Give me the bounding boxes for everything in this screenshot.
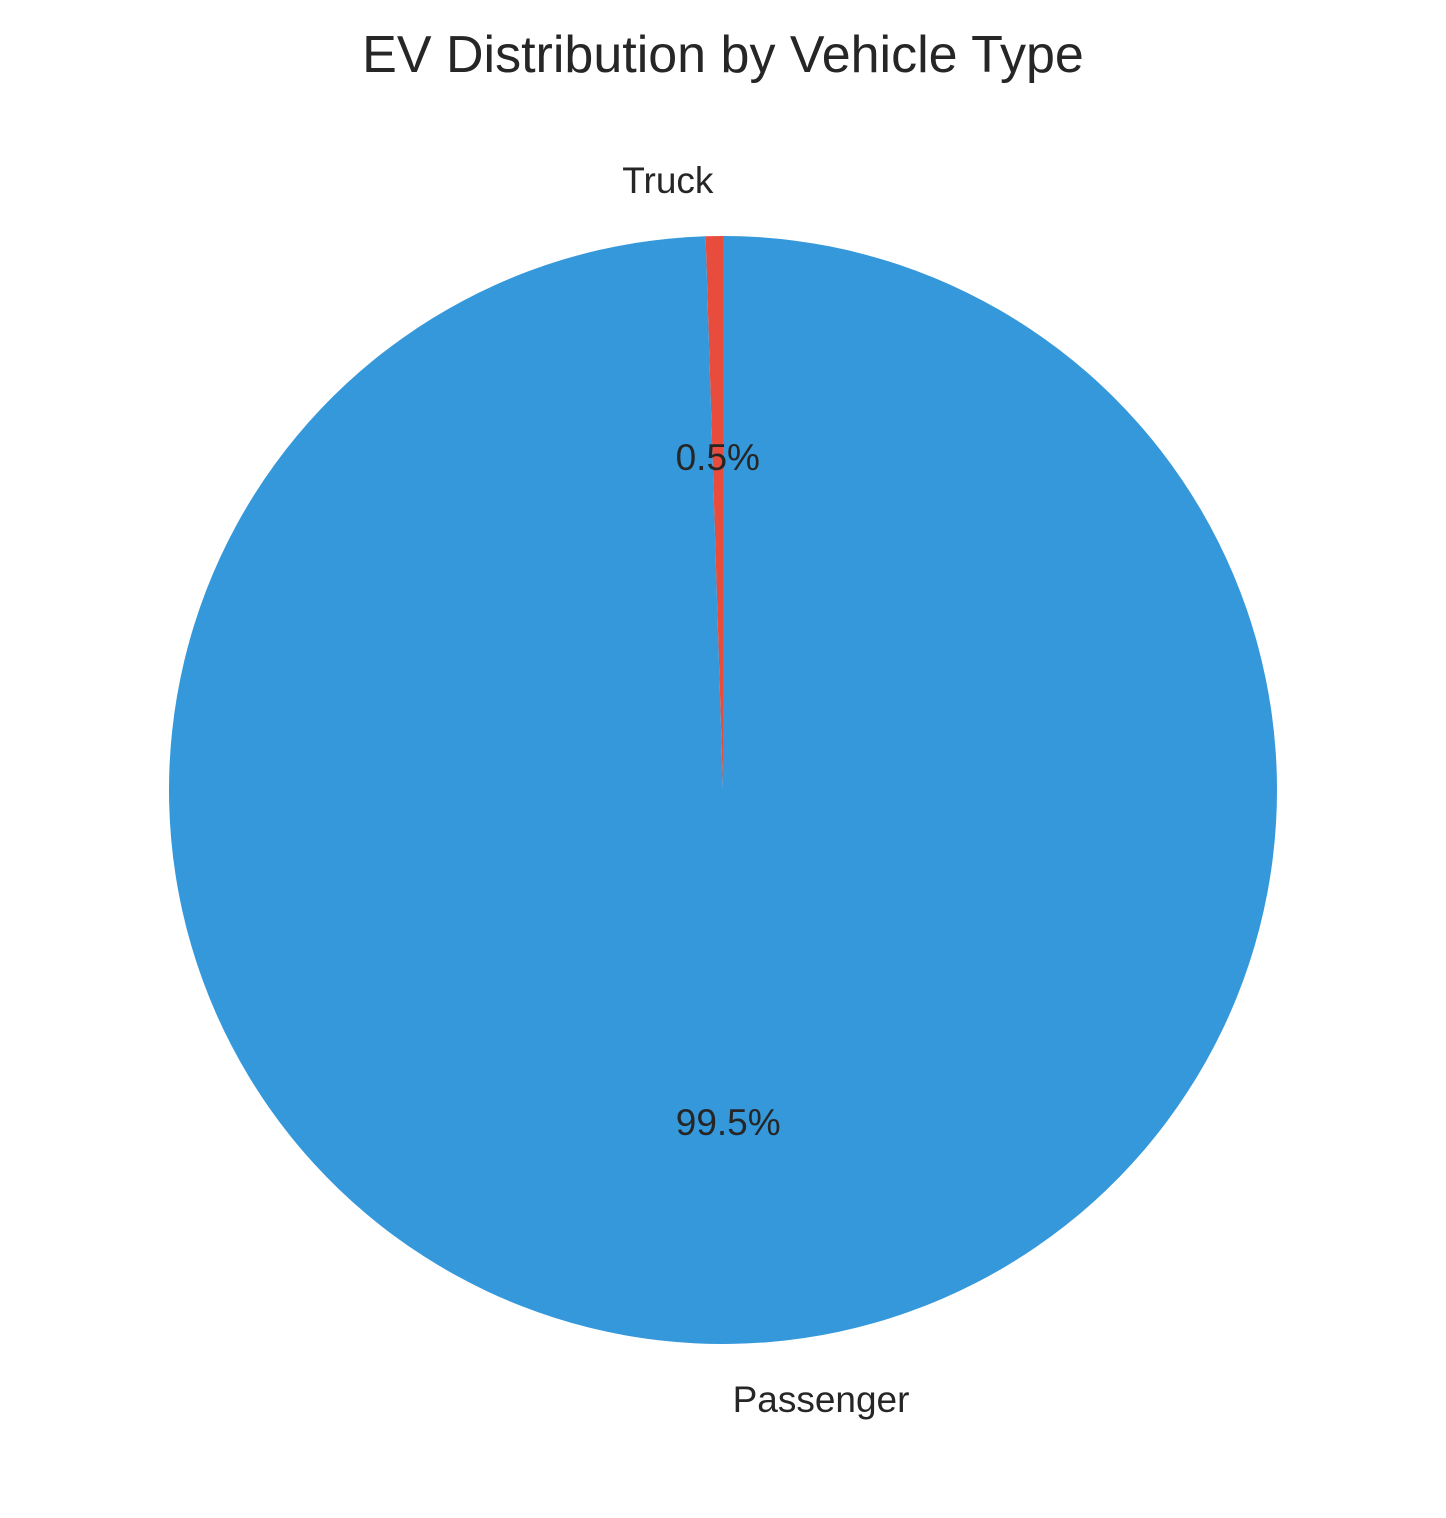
slice-label-truck: Truck [622,160,714,201]
chart-title: EV Distribution by Vehicle Type [362,26,1084,84]
pie-slices [168,236,1277,1344]
pie-slice-truck [705,236,723,790]
slice-percent-truck: 0.5% [676,437,760,478]
pie-slice-passenger [168,236,1277,1344]
pie-labels: Truck 0.5% Passenger 99.5% [622,160,909,1420]
slice-label-passenger: Passenger [733,1379,910,1420]
slice-percent-passenger: 99.5% [676,1102,781,1143]
